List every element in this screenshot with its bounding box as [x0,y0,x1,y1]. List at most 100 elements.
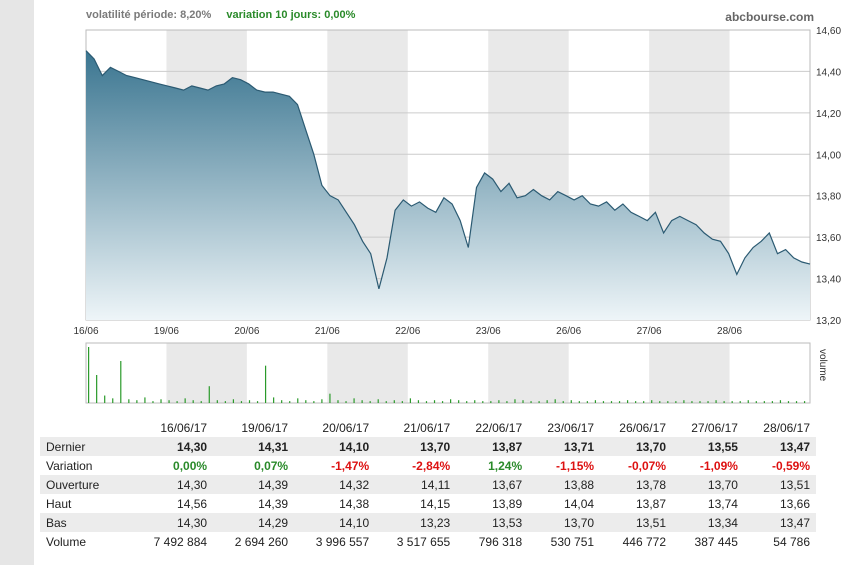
volume-bar [248,400,251,403]
date-header: 23/06/17 [547,420,595,435]
volume-bar [200,401,202,403]
volume-bar [482,401,484,403]
table-cell: 13,70 [672,475,744,494]
table-cell: 14,31 [213,437,295,456]
table-row: Variation 0,00% 0,07% -1,47% -2,84% 1,24% -1,1… [40,456,816,475]
chart-header: volatilité période: 8,20% variation 10 j… [86,9,355,21]
volume-bar [112,398,114,403]
date-header: 20/06/17 [322,420,370,435]
volume-bar [506,401,508,403]
volume-bar [96,375,98,403]
y-tick-label: 13,80 [816,192,841,203]
date-header: 21/06/17 [403,420,451,435]
volume-bar [417,400,420,403]
date-header: 27/06/17 [691,420,738,435]
table-cell: 14,04 [564,496,595,511]
volume-bar [643,401,645,403]
x-tick-label: 20/06 [234,326,259,337]
table-cell: 14,15 [420,496,451,511]
table-cell: 14,11 [375,475,457,494]
volume-bar [176,401,178,403]
table-cell: 14,38 [339,496,370,511]
volume-bar [498,400,500,403]
volume-day-band [327,343,408,403]
row-label: Bas [40,513,132,532]
table-cell: 14,39 [258,496,289,511]
volume-bar [626,400,629,403]
table-cell: 13,67 [456,475,529,494]
volume-bar [618,401,621,403]
row-label: Dernier [40,437,132,456]
volume-day-band [649,343,730,403]
table-cell: 13,23 [375,513,457,532]
y-tick-label: 14,40 [816,67,841,78]
volume-bar [273,397,275,403]
y-tick-label: 14,00 [816,150,841,161]
volume-bar [144,397,146,403]
y-tick-label: 14,60 [816,26,841,37]
table-cell: 13,51 [743,475,816,494]
volume-bar [345,401,347,403]
table-cell: 14,30 [132,437,214,456]
row-label: Variation [46,458,93,473]
volume-bar [610,401,613,403]
volume-bar [425,401,428,403]
table-cell: -1,47% [331,458,370,473]
date-header: 28/06/17 [763,420,810,435]
table-cell: 13,87 [456,437,529,456]
volume-bar [683,400,685,403]
volume-bar [216,400,218,403]
volume-bar [771,401,773,403]
volume-bar [385,401,387,403]
x-tick-label: 16/06 [73,326,98,337]
volume-bar [305,400,307,403]
volume-bar [232,399,235,403]
x-tick-label: 22/06 [395,326,420,337]
volume-bar [723,401,725,403]
volume-bar [264,365,267,403]
volume-bar [409,398,411,403]
table-cell: 3 517 655 [396,534,451,549]
table-cell: 13,88 [528,475,601,494]
volume-bar [522,400,524,403]
volume-bar [554,399,556,403]
table-row: Ouverture 14,30 14,39 14,32 14,11 13,67 13,88 1… [40,475,816,494]
table-cell: 1,24% [488,458,523,473]
date-header: 22/06/17 [475,420,523,435]
volume-bar [578,401,580,403]
volume-bar [281,400,283,403]
table-cell: 13,70 [375,437,457,456]
volume-bar [313,401,315,403]
volume-bar [160,399,162,403]
volume-bar [586,401,588,403]
x-tick-label: 28/06 [717,326,742,337]
y-tick-label: 13,20 [816,316,841,327]
volume-bar [570,400,572,403]
volume-bar [466,401,468,403]
date-header: 19/06/17 [241,420,289,435]
volume-bar [707,401,709,403]
table-row: Volume 7 492 884 2 694 260 3 996 557 3 517 6… [40,532,816,551]
table-cell: 13,71 [528,437,601,456]
volume-bar [651,400,653,403]
y-tick-label: 13,60 [816,233,841,244]
table-cell: 14,56 [177,496,208,511]
date-header: 16/06/17 [160,420,208,435]
table-cell: 13,87 [635,496,666,511]
volume-bar [104,395,106,403]
volume-bar [297,398,299,403]
row-label: Ouverture [40,475,132,494]
y-tick-label: 14,20 [816,109,841,120]
volume-bar [192,400,194,403]
table-header-row: 16/06/17 19/06/17 20/06/17 21/06/17 22/06/17… [40,418,816,437]
table-cell: 14,30 [132,475,214,494]
volume-bar [787,401,790,403]
volume-bar [289,401,291,403]
volume-bar [538,401,540,403]
volume-bar [675,401,677,403]
table-cell: 14,30 [132,513,214,532]
table-row: Haut 14,56 14,39 14,38 14,15 13,89 14,04 13,87 1… [40,494,816,513]
table-cell: 0,00% [173,458,208,473]
volume-bar [731,401,733,403]
table-cell: 2 694 260 [234,534,289,549]
